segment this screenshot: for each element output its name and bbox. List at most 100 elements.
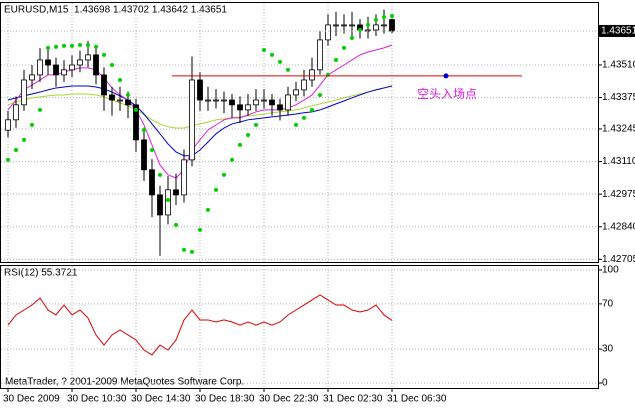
sar-dot [22, 137, 26, 142]
sar-dot [302, 115, 306, 120]
candle-body [61, 69, 67, 76]
candle-body [13, 104, 19, 121]
candle-body [301, 79, 307, 91]
candle-body [69, 64, 75, 71]
candle-body [389, 19, 395, 32]
sar-dot [350, 35, 354, 40]
annotation-dot [443, 73, 449, 79]
y-tick-label: 1.42975 [602, 189, 635, 200]
sar-dot [46, 45, 50, 50]
candle-body [221, 99, 227, 102]
footer: MetaTrader, ? 2001-2009 MetaQuotes Softw… [5, 377, 244, 388]
candle-body [181, 159, 187, 196]
sar-dot [294, 122, 298, 127]
sar-dot [318, 92, 322, 97]
candle-body [189, 79, 195, 161]
x-tick-label: 30 Dec 22:30 [259, 394, 319, 405]
candle-body [317, 39, 323, 71]
sar-dot [158, 172, 162, 177]
candle-body [21, 79, 27, 106]
sar-dot [166, 197, 170, 202]
candle-body [117, 99, 123, 102]
sar-dot [30, 122, 34, 127]
candle-body [37, 59, 43, 76]
sar-dot [262, 48, 266, 53]
candle-body [165, 189, 171, 216]
sar-dot [230, 157, 234, 162]
x-tick-label: 30 Dec 2009 [3, 394, 60, 405]
sar-dot [206, 207, 210, 212]
candle-body [277, 104, 283, 111]
sar-dot [334, 57, 338, 62]
candle-body [45, 59, 51, 66]
sar-dot [118, 77, 122, 82]
chart-title: EURUSD,M15 1.43698 1.43702 1.43642 1.436… [4, 5, 227, 16]
candle-body [253, 99, 259, 106]
candle-body [341, 24, 347, 27]
sar-dot [174, 222, 178, 227]
candle-body [333, 24, 339, 27]
sar-dot [374, 17, 378, 22]
x-tick-label: 30 Dec 18:30 [195, 394, 255, 405]
x-tick-label: 31 Dec 02:30 [323, 394, 383, 405]
sar-dot [366, 22, 370, 27]
sar-dot [86, 42, 90, 47]
candle-body [85, 54, 91, 61]
sar-dot [310, 107, 314, 112]
sar-dot [54, 44, 58, 49]
x-tick-label: 31 Dec 06:30 [387, 394, 447, 405]
candle-body [93, 54, 99, 76]
candle-body [309, 69, 315, 81]
y-tick-label: 1.43375 [602, 92, 635, 103]
candle-body [349, 24, 355, 27]
sar-dot [38, 107, 42, 112]
sar-dot [382, 14, 386, 19]
y-tick-label: 100 [602, 265, 619, 276]
sar-dot [182, 247, 186, 252]
x-tick-label: 30 Dec 14:30 [131, 394, 191, 405]
annotation-label: 空头入场点 [417, 87, 477, 101]
sar-dot [278, 59, 282, 64]
moving-average [7, 85, 393, 157]
moving-average [7, 85, 393, 129]
sar-dot [238, 142, 242, 147]
sar-dot [390, 14, 394, 19]
sar-dot [198, 227, 202, 232]
sar-dot [254, 122, 258, 127]
sar-dot [70, 43, 74, 48]
y-tick-label: 1.42705 [602, 254, 635, 265]
y-tick-label: 30 [602, 344, 614, 355]
sar-dot [78, 42, 82, 47]
candle-body [373, 24, 379, 31]
candle-body [269, 99, 275, 106]
candle-body [213, 99, 219, 102]
current-price-label: 1.43651 [601, 26, 635, 37]
candle-body [29, 74, 35, 81]
sar-dot [214, 187, 218, 192]
y-tick-label: 0 [602, 378, 608, 389]
candle-body [285, 94, 291, 111]
candle-body [125, 99, 131, 106]
sar-dot [190, 249, 194, 254]
candle-body [133, 104, 139, 141]
y-tick-label: 70 [602, 299, 614, 310]
candle-body [381, 24, 387, 27]
candle-body [173, 189, 179, 196]
rsi-pane [0, 265, 599, 389]
sar-dot [110, 63, 114, 68]
y-tick-label: 1.43245 [602, 124, 635, 135]
candle-body [109, 94, 115, 101]
sar-dot [286, 67, 290, 72]
candle-body [149, 169, 155, 196]
sar-dot [6, 157, 10, 162]
candle-body [77, 59, 83, 66]
sar-dot [102, 52, 106, 57]
candle-body [101, 74, 107, 96]
candle-body [141, 139, 147, 171]
sar-dot [222, 172, 226, 177]
current-price-box [599, 24, 635, 37]
sar-dot [94, 44, 98, 49]
candle-body [5, 119, 11, 131]
sar-dot [134, 107, 138, 112]
